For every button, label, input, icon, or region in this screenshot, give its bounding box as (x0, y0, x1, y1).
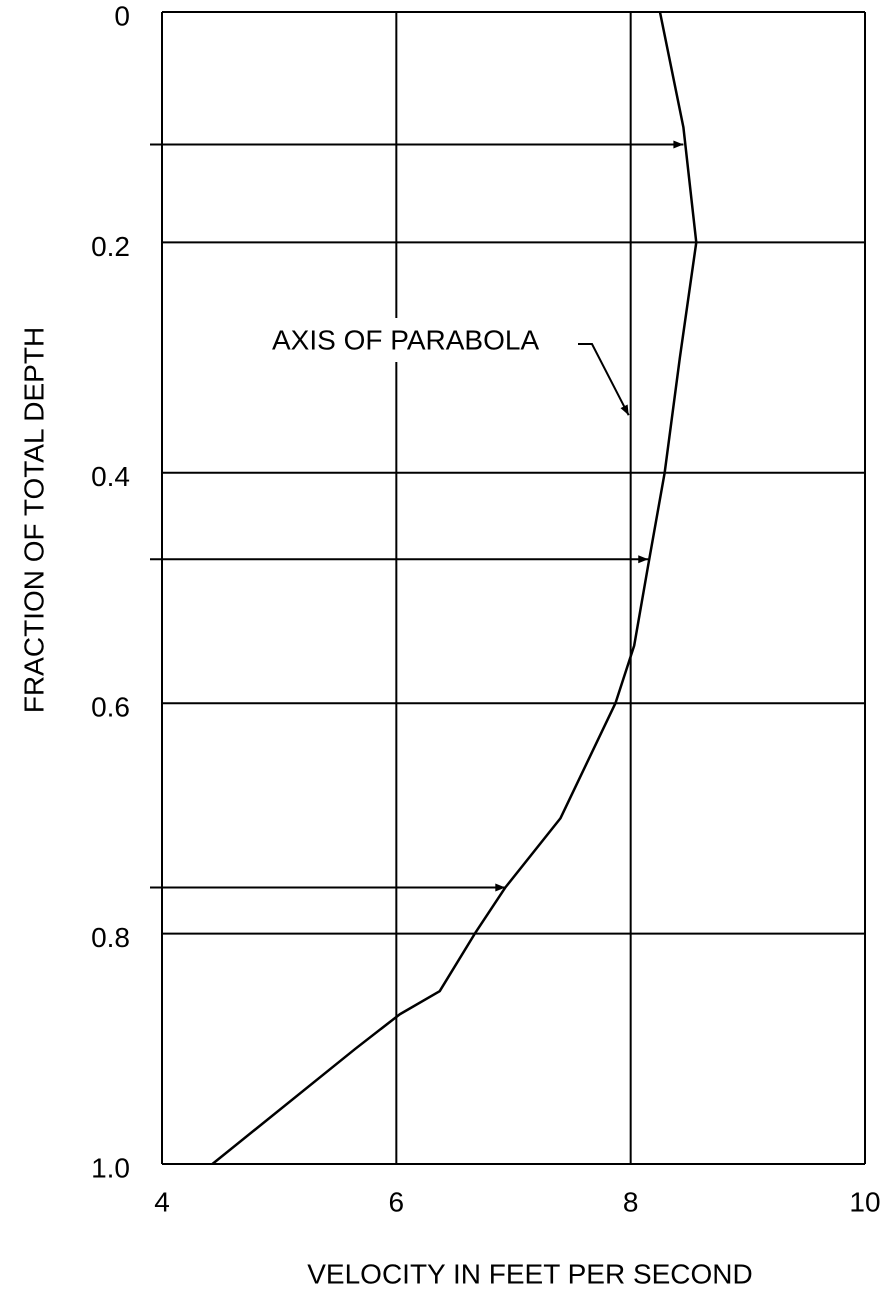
x-tick-label: 8 (623, 1186, 639, 1217)
y-tick-label: 0.6 (91, 692, 130, 723)
x-tick-label: 4 (154, 1186, 170, 1217)
annotation-arrow (578, 343, 630, 416)
x-axis-label: VELOCITY IN FEET PER SECOND (307, 1258, 753, 1289)
y-axis-label: FRACTION OF TOTAL DEPTH (18, 327, 49, 713)
annotation: AXIS OF PARABOLA (272, 324, 539, 355)
x-tick-label: 10 (849, 1186, 880, 1217)
y-tick-label: 0 (114, 0, 130, 31)
y-tick-label: 0.4 (91, 461, 130, 492)
velocity-curve (211, 11, 698, 1165)
y-tick-label: 1.0 (91, 1152, 130, 1183)
y-tick-label: 0.2 (91, 231, 130, 262)
annotation-background (265, 318, 575, 362)
y-tick-label: 0.8 (91, 922, 130, 953)
x-tick-label: 6 (389, 1186, 405, 1217)
